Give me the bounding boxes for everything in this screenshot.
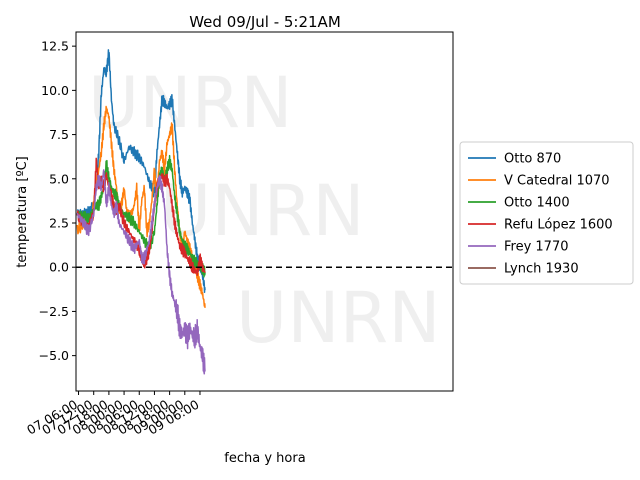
series-line-1 [76, 105, 206, 308]
y-tick-label: 12.5 [41, 39, 69, 54]
plot-area [76, 49, 453, 375]
watermark-text-1: UNRN [88, 62, 293, 144]
y-axis: −5.0 −2.5 0.0 2.5 5.0 7.5 10.0 12.5 [39, 39, 76, 363]
legend-box [459, 141, 634, 285]
legend-label: Refu López 1600 [504, 218, 613, 233]
watermark-text-3: UNRN [236, 277, 441, 359]
y-tick-label: 0.0 [49, 260, 69, 275]
legend-label: Otto 1400 [504, 196, 570, 211]
y-tick-label: 7.5 [49, 127, 69, 142]
y-tick-label: −5.0 [39, 348, 69, 363]
plot-frame [75, 31, 454, 392]
y-tick-label: 5.0 [49, 171, 69, 186]
legend: Otto 870 V Catedral 1070 Otto 1400 Refu Lóp… [459, 141, 634, 285]
y-tick-label: 2.5 [49, 215, 69, 230]
legend-label: Frey 1770 [504, 240, 569, 255]
y-axis-label: temperatura [ºC] [15, 156, 30, 267]
legend-label: Otto 870 [504, 152, 561, 167]
chart-title: Wed 09/Jul - 5:21AM [189, 13, 341, 31]
watermark-group: UNRN UNRN UNRN [88, 62, 441, 359]
y-tick-label: 10.0 [41, 83, 69, 98]
x-axis-label: fecha y hora [224, 451, 305, 466]
legend-label: Lynch 1930 [504, 262, 579, 277]
series-line-4 [76, 169, 206, 375]
legend-label: V Catedral 1070 [504, 174, 610, 189]
y-tick-label: −2.5 [39, 304, 69, 319]
